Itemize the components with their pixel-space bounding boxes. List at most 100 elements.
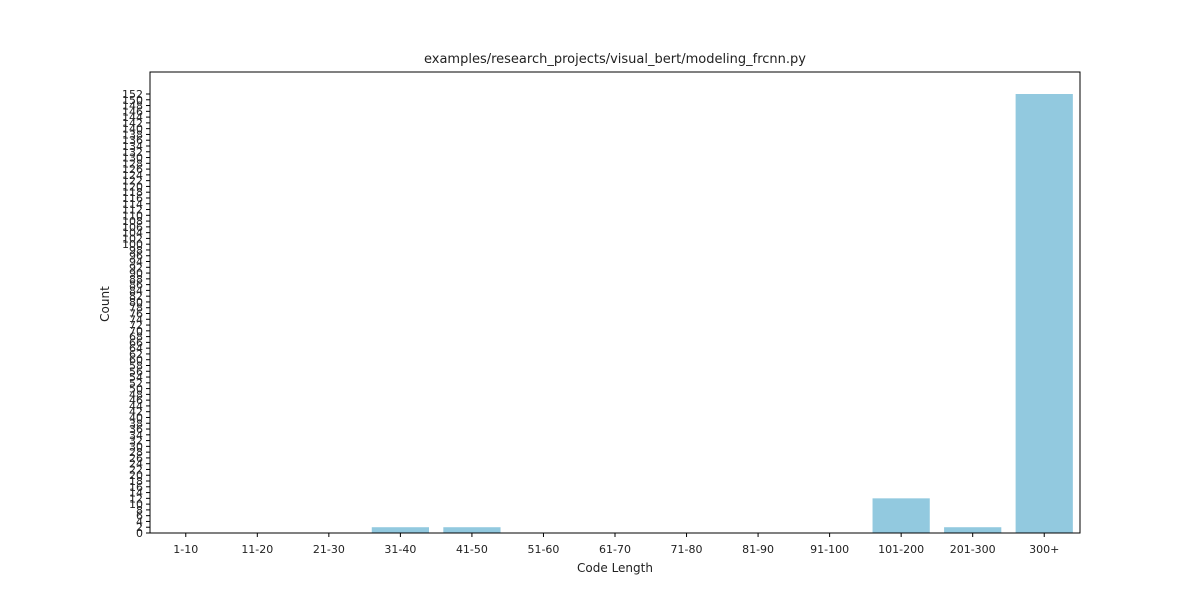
y-tick-label: 114 — [122, 198, 143, 211]
bar-101-200 — [872, 498, 930, 533]
x-tick-label: 41-50 — [456, 543, 488, 556]
x-tick-label: 1-10 — [173, 543, 198, 556]
y-tick-label: 70 — [129, 325, 143, 338]
x-axis-ticks: 1-10 11-20 21-30 31-40 41-50 51-60 61-70 71-80 8… — [173, 533, 1059, 556]
y-tick-label: 144 — [122, 111, 143, 124]
y-axis-label: Count — [98, 286, 112, 322]
bar-201-300 — [944, 527, 1002, 533]
plot-area-frame — [149, 71, 1081, 534]
y-tick-label: 20 — [129, 469, 143, 482]
y-tick-label: 116 — [122, 192, 143, 205]
y-tick-label: 94 — [129, 256, 143, 269]
y-tick-label: 100 — [122, 238, 143, 251]
y-tick-label: 56 — [129, 365, 143, 378]
y-tick-label: 76 — [129, 308, 143, 321]
y-tick-label: 82 — [129, 290, 143, 303]
y-tick-label: 62 — [129, 348, 143, 361]
x-tick-label: 11-20 — [241, 543, 273, 556]
y-tick-label: 132 — [122, 146, 143, 159]
bar-41-50 — [443, 527, 501, 533]
x-tick-label: 61-70 — [599, 543, 631, 556]
y-tick-label: 42 — [129, 406, 143, 419]
y-tick-label: 152 — [122, 88, 143, 101]
y-tick-label: 126 — [122, 163, 143, 176]
y-tick-label: 28 — [129, 446, 143, 459]
y-tick-label: 96 — [129, 250, 143, 263]
y-tick-label: 4 — [136, 515, 143, 528]
y-tick-label: 136 — [122, 134, 143, 147]
y-tick-label: 74 — [129, 313, 143, 326]
y-tick-label: 46 — [129, 394, 143, 407]
y-tick-label: 30 — [129, 440, 143, 453]
y-tick-label: 122 — [122, 175, 143, 188]
y-tick-label: 64 — [129, 342, 143, 355]
y-tick-label: 102 — [122, 232, 143, 245]
y-tick-label: 148 — [122, 100, 143, 113]
x-tick-label: 31-40 — [384, 543, 416, 556]
y-tick-label: 6 — [136, 510, 143, 523]
y-tick-label: 84 — [129, 284, 143, 297]
x-tick-label: 101-200 — [878, 543, 924, 556]
y-tick-label: 58 — [129, 359, 143, 372]
y-tick-label: 80 — [129, 296, 143, 309]
y-tick-label: 72 — [129, 319, 143, 332]
y-tick-label: 66 — [129, 336, 143, 349]
y-tick-label: 130 — [122, 152, 143, 165]
y-tick-label: 98 — [129, 244, 143, 257]
y-tick-label: 104 — [122, 227, 143, 240]
y-tick-label: 40 — [129, 411, 143, 424]
y-tick-label: 54 — [129, 371, 143, 384]
bar-31-40 — [371, 527, 429, 533]
y-tick-label: 50 — [129, 383, 143, 396]
y-tick-label: 2 — [136, 521, 143, 534]
y-tick-label: 78 — [129, 302, 143, 315]
y-tick-label: 150 — [122, 94, 143, 107]
y-tick-label: 120 — [122, 180, 143, 193]
y-tick-label: 134 — [122, 140, 143, 153]
y-tick-label: 48 — [129, 388, 143, 401]
y-tick-label: 124 — [122, 169, 143, 182]
y-tick-label: 44 — [129, 400, 143, 413]
y-tick-label: 38 — [129, 417, 143, 430]
y-tick-label: 128 — [122, 157, 143, 170]
y-tick-label: 34 — [129, 429, 143, 442]
bar-300+ — [1015, 94, 1073, 533]
y-tick-label: 32 — [129, 435, 143, 448]
y-tick-label: 18 — [129, 475, 143, 488]
y-tick-label: 16 — [129, 481, 143, 494]
y-tick-label: 24 — [129, 458, 143, 471]
y-tick-label: 88 — [129, 273, 143, 286]
y-tick-label: 14 — [129, 487, 143, 500]
y-tick-label: 92 — [129, 261, 143, 274]
y-tick-label: 112 — [122, 204, 143, 217]
y-tick-label: 138 — [122, 128, 143, 141]
x-tick-label: 51-60 — [527, 543, 559, 556]
x-tick-label: 300+ — [1029, 543, 1059, 556]
y-tick-label: 36 — [129, 423, 143, 436]
y-tick-label: 146 — [122, 105, 143, 118]
x-tick-label: 81-90 — [742, 543, 774, 556]
y-tick-label: 0 — [136, 527, 143, 540]
x-axis-label: Code Length — [577, 561, 653, 575]
x-tick-label: 21-30 — [313, 543, 345, 556]
y-axis-ticks: 0246810121416182022242628303234363840424… — [122, 88, 150, 540]
y-tick-label: 90 — [129, 267, 143, 280]
y-tick-label: 106 — [122, 221, 143, 234]
y-tick-label: 60 — [129, 354, 143, 367]
y-tick-label: 10 — [129, 498, 143, 511]
bars-group — [371, 94, 1073, 533]
chart-title: examples/research_projects/visual_bert/m… — [424, 52, 806, 67]
y-tick-label: 110 — [122, 209, 143, 222]
y-tick-label: 52 — [129, 377, 143, 390]
y-tick-label: 140 — [122, 123, 143, 136]
y-tick-label: 8 — [136, 504, 143, 517]
y-tick-label: 108 — [122, 215, 143, 228]
y-tick-label: 86 — [129, 279, 143, 292]
y-tick-label: 118 — [122, 186, 143, 199]
y-tick-label: 12 — [129, 492, 143, 505]
y-tick-label: 68 — [129, 331, 143, 344]
x-tick-label: 201-300 — [950, 543, 996, 556]
y-tick-label: 142 — [122, 117, 143, 130]
